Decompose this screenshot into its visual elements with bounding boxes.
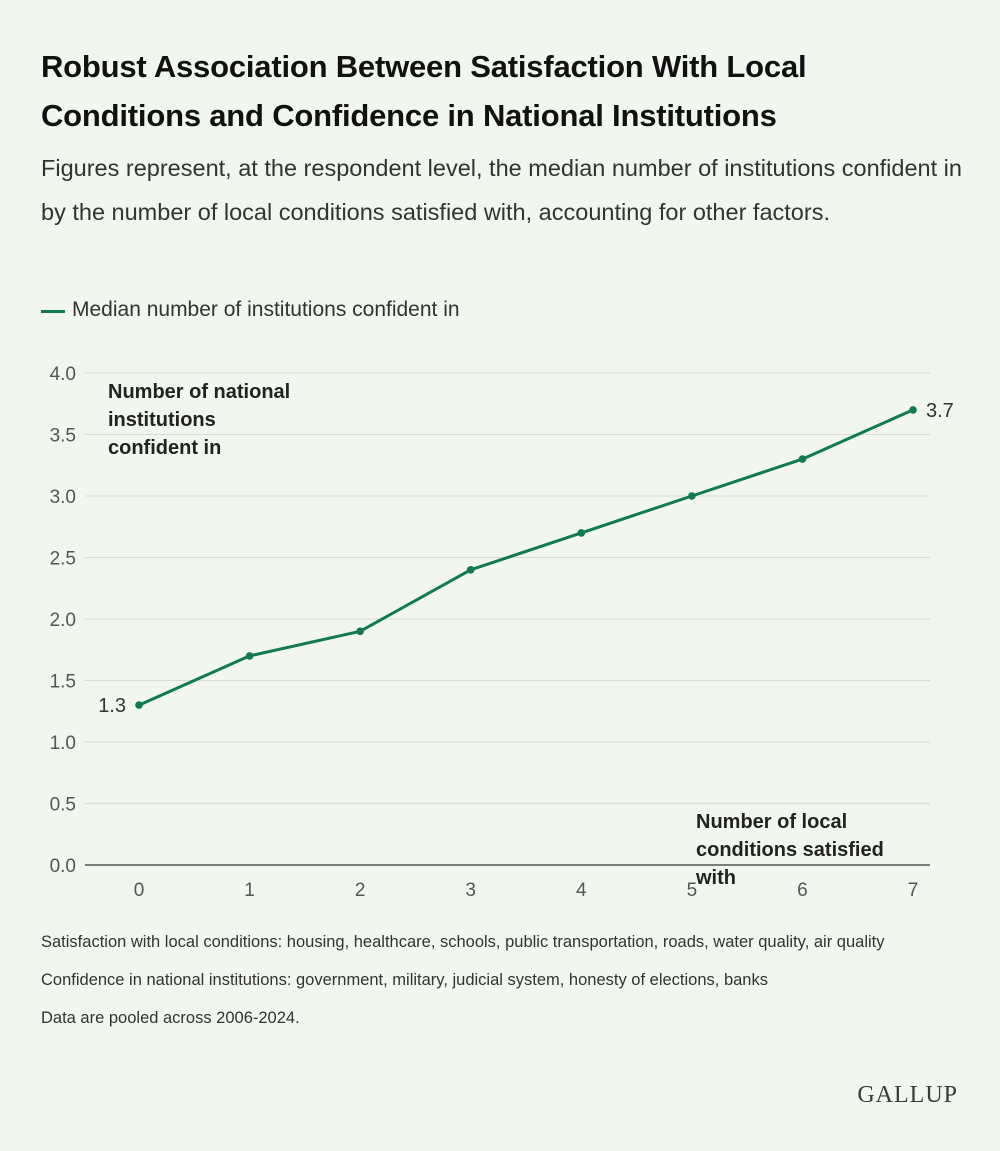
y-tick-label: 2.5 (50, 549, 76, 570)
x-tick-label: 0 (134, 880, 145, 901)
notes: Satisfaction with local conditions: hous… (41, 932, 941, 1046)
chart-title: Robust Association Between Satisfaction … (41, 49, 807, 133)
data-label: 3.7 (926, 400, 954, 422)
x-tick-label: 4 (576, 880, 587, 901)
brand-logo: GALLUP (857, 1082, 958, 1108)
x-tick-label: 2 (355, 880, 366, 901)
y-tick-label: 4.0 (50, 364, 76, 385)
legend-label: Median number of institutions confident … (72, 298, 460, 321)
line-chart: 0.0 0.5 1.0 1.5 2.0 2.5 3.0 3.5 4.0 0 1 2 3 4 5 6 7 Numbe… (50, 364, 954, 901)
data-point (135, 701, 143, 709)
note-data-period: Data are pooled across 2006-2024. (41, 1009, 300, 1027)
data-point (909, 406, 917, 414)
y-tick-label: 2.0 (50, 610, 76, 631)
data-point (245, 652, 254, 660)
y-tick-label: 1.5 (50, 672, 76, 693)
note-institutions: Confidence in national institutions: gov… (41, 971, 768, 989)
x-tick-label: 6 (797, 880, 808, 901)
data-point (577, 529, 586, 537)
x-tick-label: 7 (908, 880, 919, 901)
legend-swatch (41, 309, 65, 313)
data-point (466, 566, 475, 574)
y-tick-label: 3.0 (50, 487, 76, 508)
chart-subtitle: Figures represent, at the respondent lev… (41, 155, 962, 225)
series-line (138, 408, 914, 707)
y-tick-label: 3.5 (50, 426, 76, 447)
x-axis-title: Number of local conditions satisfied with (695, 811, 884, 889)
x-tick-label: 1 (244, 880, 255, 901)
data-point (798, 455, 807, 463)
y-tick-label: 1.0 (50, 733, 76, 754)
y-tick-label: 0.0 (50, 856, 76, 877)
y-axis-title: Number of national institutions confident … (108, 381, 290, 459)
y-tick-label: 0.5 (50, 795, 76, 816)
data-label: 1.3 (98, 695, 126, 717)
x-tick-label: 5 (687, 880, 698, 901)
x-tick-label: 3 (465, 880, 476, 901)
data-point (688, 492, 696, 500)
note-local-conditions: Satisfaction with local conditions: hous… (41, 933, 885, 951)
data-point (356, 627, 364, 636)
legend: Median number of institutions confident … (41, 298, 460, 322)
